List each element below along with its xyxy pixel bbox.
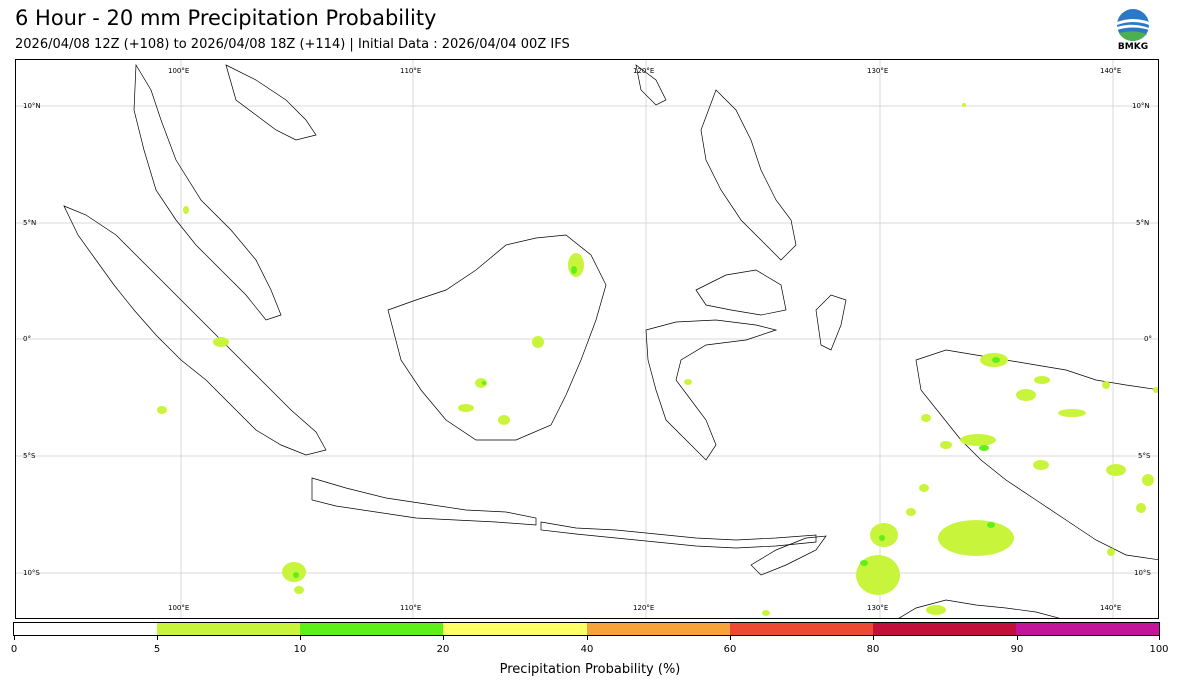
colorbar-label: 5 <box>153 644 161 655</box>
colorbar-label: 10 <box>293 644 307 655</box>
lat-label: 10°N <box>23 102 41 110</box>
lat-label: 0° <box>23 335 31 343</box>
bmkg-logo <box>1112 8 1154 54</box>
colorbar-segment <box>1015 623 1159 635</box>
lon-labels-top: 100°E 110°E 120°E 130°E 140°E <box>168 67 1121 75</box>
lon-label: 130°E <box>867 604 888 612</box>
lon-label: 120°E <box>633 604 654 612</box>
colorbar-tick <box>873 636 874 640</box>
lon-label: 110°E <box>400 604 421 612</box>
colorbar-segment <box>443 623 587 635</box>
lon-label: 100°E <box>168 67 189 75</box>
colorbar-tick <box>587 636 588 640</box>
colorbar-tick <box>1017 636 1018 640</box>
lat-label: 5°N <box>23 219 36 227</box>
colorbar-tick <box>157 636 158 640</box>
map-subtitle: 2026/04/08 12Z (+108) to 2026/04/08 18Z … <box>15 37 570 52</box>
map-title: 6 Hour - 20 mm Precipitation Probability <box>15 6 437 30</box>
colorbar-tick <box>443 636 444 640</box>
lat-label: 10°N <box>1132 102 1150 110</box>
map-gridlines <box>16 60 1158 618</box>
colorbar-label: 0 <box>10 644 18 655</box>
map-canvas: 100°E 110°E 120°E 130°E 140°E 100°E 110°… <box>16 60 1158 618</box>
colorbar-title: Precipitation Probability (%) <box>499 662 681 677</box>
colorbar-label: 20 <box>436 644 450 655</box>
colorbar-label: 90 <box>1010 644 1024 655</box>
colorbar-segment <box>729 623 873 635</box>
lat-label: 5°S <box>23 452 36 460</box>
bmkg-globe-icon <box>1117 9 1149 41</box>
lon-label: 100°E <box>168 604 189 612</box>
colorbar-label: 60 <box>723 644 737 655</box>
lat-labels-right: 10°N 5°N 0° 5°S 10°S <box>1132 102 1152 577</box>
precipitation-map: 100°E 110°E 120°E 130°E 140°E 100°E 110°… <box>15 59 1159 619</box>
probability-patches <box>157 103 1158 616</box>
colorbar-segment <box>586 623 730 635</box>
colorbar-segment <box>300 623 444 635</box>
colorbar-segment <box>14 623 158 635</box>
colorbar-tick <box>14 636 15 640</box>
colorbar-tick <box>730 636 731 640</box>
colorbar-label: 100 <box>1149 644 1169 655</box>
colorbar-label: 40 <box>580 644 594 655</box>
lat-label: 10°S <box>23 569 40 577</box>
colorbar-tick <box>1159 636 1160 640</box>
lon-labels-bottom: 100°E 110°E 120°E 130°E 140°E <box>168 604 1121 612</box>
lon-label: 120°E <box>633 67 654 75</box>
lat-label: 0° <box>1144 335 1152 343</box>
lat-label: 5°S <box>1138 452 1151 460</box>
lon-label: 130°E <box>867 67 888 75</box>
colorbar-segment <box>157 623 301 635</box>
colorbar-tick <box>300 636 301 640</box>
lon-label: 140°E <box>1100 67 1121 75</box>
lat-label: 10°S <box>1134 569 1151 577</box>
colorbar-segment <box>872 623 1016 635</box>
lat-labels-left: 10°N 5°N 0° 5°S 10°S <box>23 102 41 577</box>
lon-label: 110°E <box>400 67 421 75</box>
bmkg-logo-text: BMKG <box>1117 42 1149 52</box>
lat-label: 5°N <box>1136 219 1149 227</box>
lon-label: 140°E <box>1100 604 1121 612</box>
colorbar <box>13 622 1160 636</box>
colorbar-label: 80 <box>866 644 880 655</box>
